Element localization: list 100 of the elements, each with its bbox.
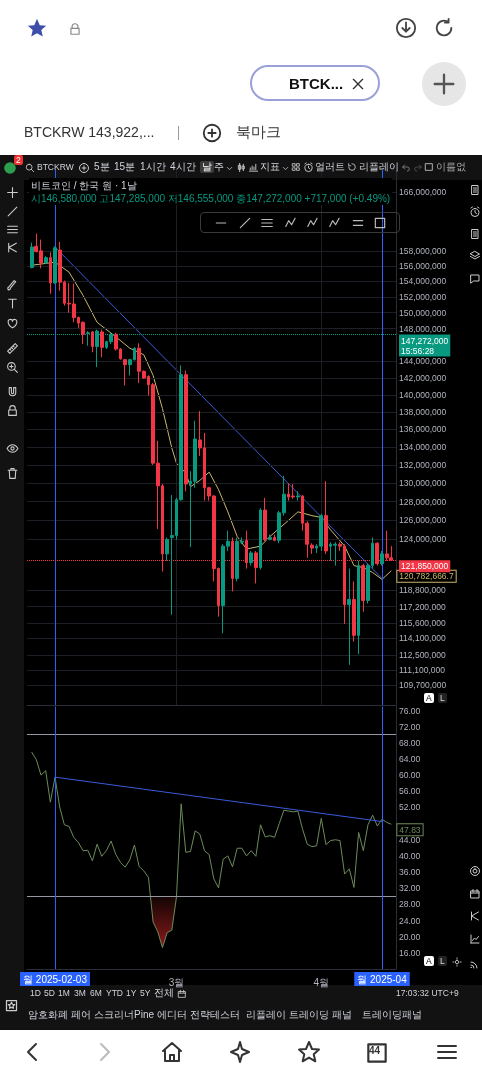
x-tick-label: 3월 [168,976,185,988]
candlestick [259,507,262,571]
annotation: 지표 [260,161,280,173]
y-tick-label: 136,000,000 [399,424,447,435]
x-tick-label: 4월 [313,976,330,988]
text: 시146,580,000 고147,285,000 저146,555,000 종147,272,000 +717,000 (+0.49%) [31,192,391,204]
candlestick [49,251,52,295]
candlestick [357,560,360,655]
candlestick [333,541,337,567]
annotation: 얼러트 [315,161,345,173]
text: 6M [90,988,102,999]
text: A [424,693,434,704]
y-tick-label: 60.00 [399,770,421,781]
text: YTD [106,988,123,999]
ref-line-label: 월 2025-02-03 [23,973,88,985]
y-tick-label: 156,000,000 [399,261,447,272]
text: 암호화폐 페어 스크리너 [28,1009,134,1021]
ref-line-label: 월 2025-04 [357,973,408,985]
candlestick [30,242,34,269]
text: 리플레이 트레이딩 패널 [246,1009,352,1021]
y-tick-label: 114,100,000 [399,633,446,644]
y-tick-label: 154,000,000 [399,276,447,287]
y-tick-label: 24.00 [399,915,421,926]
candlestick [273,534,276,542]
candlestick [249,550,253,567]
y-tick-label: 44.00 [399,834,421,845]
annotation: 5분 [94,161,110,173]
candlestick [165,536,169,562]
line-series [31,751,392,949]
candlestick [268,534,272,541]
candlestick [347,568,351,666]
candlestick [324,480,328,555]
y-tick-label: 72.00 [399,721,421,732]
data-label: 120,782,666.7 [399,571,454,582]
annotation: 15분 [114,161,136,173]
text: A [424,956,434,967]
annotation: 주 [214,161,224,173]
ref-line-label: 121,850,000 [401,561,449,572]
text: 1M [58,988,70,999]
text: 북마크 [236,123,281,141]
annotation: 리플레이 [359,161,399,173]
y-tick-label: 130,000,000 [399,478,447,489]
candlestick [319,513,323,552]
text: Pine 에디터 [134,1009,187,1021]
y-tick-label: 115,600,000 [399,617,446,628]
candlestick [81,320,85,345]
y-tick-label: 124,000,000 [399,534,447,545]
annotation: 1시간 [140,161,166,173]
y-tick-label: 111,100,000 [399,665,446,676]
text: L [438,956,447,967]
y-tick-label: 40.00 [399,850,421,861]
y-tick-label: 142,000,000 [399,372,447,383]
text: 5Y [140,988,151,999]
annotation: BTCKRW [37,162,74,173]
y-tick-label: 68.00 [399,737,421,748]
text: 1D [30,988,41,999]
y-tick-label: 138,000,000 [399,407,447,418]
candlestick [263,497,267,542]
y-tick-label: 128,000,000 [399,496,447,507]
y-tick-label: 118,800,000 [399,585,446,596]
text: 3M [74,988,86,999]
text: 이름없 [436,161,466,173]
y-tick-label: 32.00 [399,883,421,894]
text: 17:03:32 UTC+9 [396,988,459,999]
candlestick [53,245,57,285]
y-tick-label: 117,200,000 [399,601,446,612]
candlestick [91,330,94,353]
y-tick-label: 144,000,000 [399,356,447,367]
text: 전략테스터 [190,1009,240,1021]
y-tick-label: 64.00 [399,753,421,764]
y-tick-label: 150,000,000 [399,307,447,318]
candlestick [100,329,104,358]
text: 1Y [126,988,137,999]
text: 트레이딩패널 [362,1009,422,1021]
y-tick-label: 109,700,000 [399,680,447,691]
y-tick-label: 52.00 [399,802,421,813]
y-tick-label: 20.00 [399,931,421,942]
y-tick-label: 152,000,000 [399,291,447,302]
data-label: 47.83 [399,824,421,835]
y-tick-label: 134,000,000 [399,442,447,453]
y-tick-label: 28.00 [399,899,421,910]
text: 5D [44,988,55,999]
y-tick-label: 16.00 [399,947,421,958]
y-tick-label: 148,000,000 [399,323,447,334]
candlestick [310,542,314,555]
text: 비트코인 / 한국 원 · 1날 [31,179,137,191]
candlestick [380,550,384,567]
text: BTCK... [289,75,344,93]
ref-line-label: 147,272,000 15:56:28 [401,335,449,356]
candlestick [44,255,48,265]
y-tick-label: 166,000,000 [399,187,447,198]
candlestick [361,563,365,613]
y-tick-label: 56.00 [399,786,421,797]
text: L [438,693,447,704]
candlestick [291,483,295,500]
annotation: 4시간 [170,161,196,173]
candlestick [296,490,300,502]
candlestick [170,494,174,616]
candlestick [352,580,356,643]
y-tick-label: 126,000,000 [399,515,447,526]
